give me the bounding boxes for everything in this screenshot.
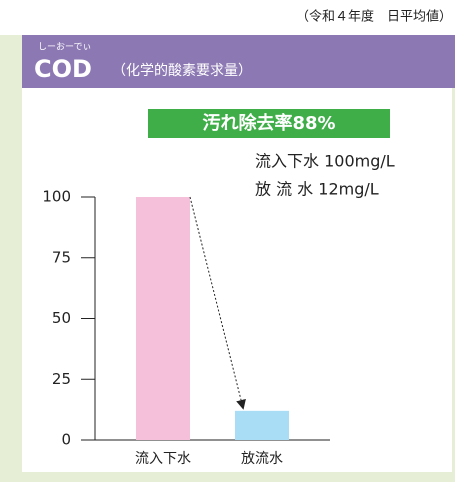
chart-subtitle: （化学的酸素要求量） — [112, 63, 252, 79]
arrow — [189, 196, 246, 410]
banner-box — [148, 109, 390, 138]
bar — [136, 197, 190, 440]
x-tick-label: 放流水 — [241, 451, 283, 467]
banner: 汚れ除去率88% — [202, 112, 335, 134]
annotation: 流入下水 100mg/L — [255, 152, 395, 171]
header-bar — [22, 35, 455, 88]
x-tick-label: 流入下水 — [135, 451, 191, 467]
bar — [235, 410, 289, 440]
chart-title: COD — [34, 55, 92, 83]
y-tick-label: 50 — [52, 309, 71, 327]
note: （令和４年度 日平均値） — [296, 9, 452, 25]
y-tick-label: 25 — [52, 370, 71, 388]
y-tick-label: 0 — [61, 431, 71, 449]
annotation: 放 流 水 12mg/L — [255, 180, 379, 199]
y-tick-label: 75 — [52, 248, 71, 266]
ruby: しーおーでぃ — [38, 42, 91, 53]
y-tick-label: 100 — [42, 188, 71, 206]
